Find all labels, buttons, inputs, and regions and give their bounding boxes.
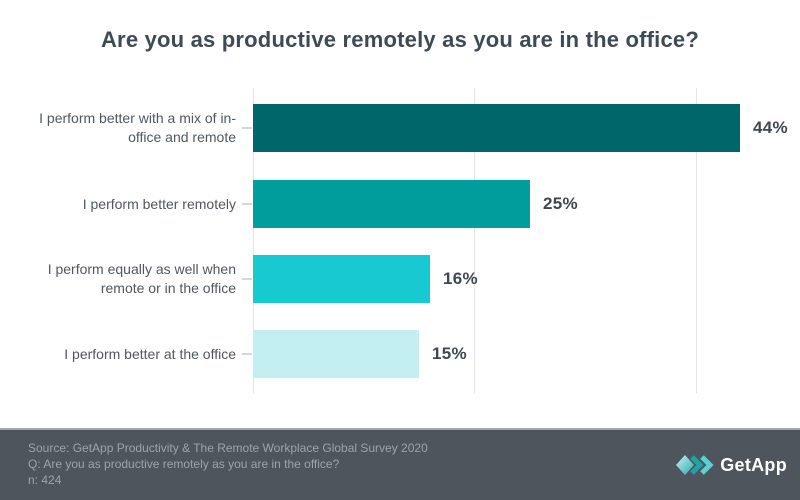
chevron-right-icon (700, 455, 714, 475)
value-label: 25% (543, 194, 578, 213)
value-label: 16% (443, 269, 478, 288)
value-label: 44% (753, 118, 788, 137)
footer-n-line: n: 424 (28, 473, 62, 487)
axis-tick (242, 278, 252, 280)
chart-title: Are you as productive remotely as you ar… (100, 27, 700, 52)
footer: Source: GetApp Productivity & The Remote… (0, 428, 800, 500)
chevron-right-icon (690, 455, 704, 475)
bar-row: I perform better with a mix of in-office… (0, 104, 800, 152)
footer-source-line: Source: GetApp Productivity & The Remote… (28, 441, 428, 455)
footer-question-line: Q: Are you as productive remotely as you… (28, 457, 340, 471)
category-label: I perform equally as well when remote or… (47, 261, 236, 296)
bar (253, 180, 530, 228)
axis-tick (242, 203, 252, 205)
axis-tick (242, 127, 252, 129)
getapp-diamond-chevron-icon (676, 455, 714, 475)
getapp-logo: GetApp (676, 454, 787, 476)
bar-row: I perform better remotely 25% (0, 180, 800, 228)
category-label: I perform better at the office (64, 345, 236, 362)
getapp-wordmark: GetApp (720, 454, 787, 475)
axis-tick (242, 353, 252, 355)
value-label: 15% (432, 344, 467, 363)
bar (253, 330, 419, 378)
bar-row: I perform better at the office 15% (0, 330, 800, 378)
bar (253, 104, 740, 152)
getapp-diamond-icon (676, 455, 695, 475)
footer-text: Source: GetApp Productivity & The Remote… (28, 440, 428, 488)
category-label: I perform better with a mix of in-office… (39, 110, 236, 145)
bar (253, 255, 430, 303)
bar-row: I perform equally as well when remote or… (0, 255, 800, 303)
bar-chart: I perform better with a mix of in-office… (0, 88, 800, 393)
category-label: I perform better remotely (82, 195, 236, 212)
